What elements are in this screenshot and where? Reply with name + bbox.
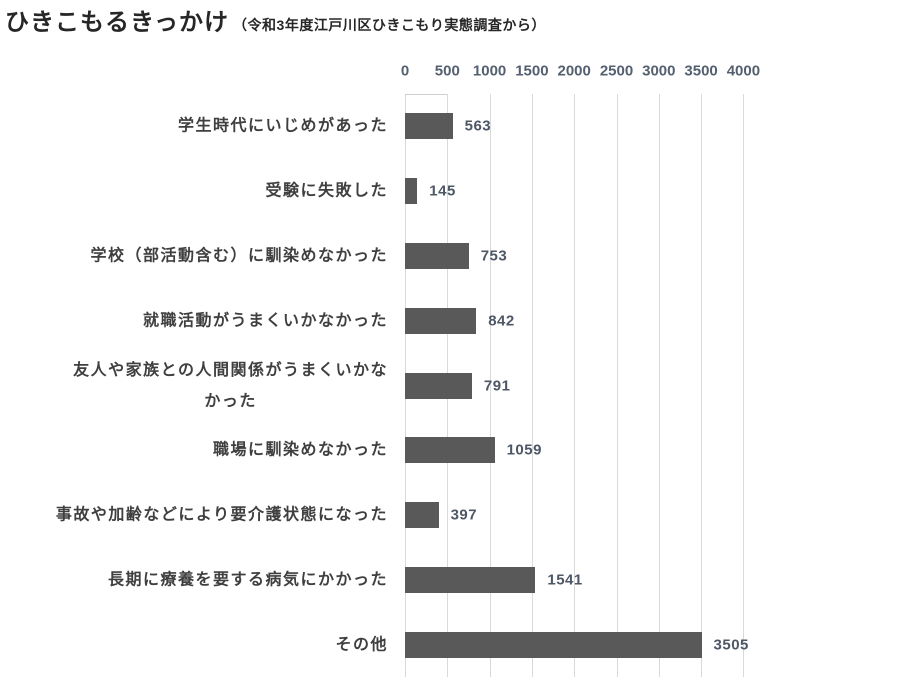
gridline — [701, 94, 703, 677]
chart-title: ひきこもるきっかけ — [5, 9, 230, 36]
chart-title-row: ひきこもるきっかけ （令和3年度江戸川区ひきこもり実態調査から） — [5, 2, 546, 37]
value-label: 563 — [464, 117, 492, 135]
category-label: 就職活動がうまくいかなかった — [142, 312, 388, 330]
category-label: 学校（部活動含む）に馴染めなかった — [90, 247, 388, 265]
bar — [405, 631, 702, 658]
gridline — [743, 94, 745, 677]
value-label: 397 — [450, 506, 478, 524]
value-label: 145 — [429, 182, 456, 200]
gridline — [574, 94, 576, 677]
gridline — [489, 94, 491, 677]
value-label: 842 — [488, 312, 515, 330]
value-label: 3505 — [713, 636, 749, 654]
value-label: 1059 — [506, 441, 542, 459]
value-label: 791 — [483, 377, 511, 394]
x-axis-tick-label: 0 — [400, 62, 410, 80]
axis-top-segment — [405, 94, 448, 95]
x-axis-tick-label: 2500 — [599, 62, 634, 80]
value-label: 753 — [480, 247, 508, 265]
category-label: 職場に馴染めなかった — [212, 441, 388, 459]
chart-subtitle: （令和3年度江戸川区ひきこもり実態調査から） — [233, 17, 546, 33]
gridline — [658, 94, 660, 677]
bar — [405, 307, 477, 334]
category-label: その他 — [335, 636, 388, 654]
x-axis-tick-label: 2000 — [557, 62, 591, 80]
category-label: 学生時代にいじめがあった — [177, 117, 388, 135]
category-label: 友人や家族との人間関係がうまくいかな かった — [73, 361, 388, 410]
x-axis-tick-label: 3500 — [684, 62, 718, 80]
bar — [405, 242, 469, 269]
x-axis-tick-label: 3000 — [642, 62, 676, 80]
bar — [405, 178, 418, 205]
x-axis-tick-label: 1000 — [472, 62, 507, 80]
category-label: 長期に療養を要する病気にかかった — [107, 571, 388, 589]
category-label: 事故や加齢などにより要介護状態になった — [55, 506, 388, 524]
bar — [405, 113, 453, 140]
value-label: 1541 — [547, 571, 583, 589]
gridline — [616, 94, 618, 677]
x-axis-tick-label: 4000 — [726, 62, 761, 80]
bar — [405, 502, 439, 529]
bar — [405, 437, 495, 464]
bar — [405, 566, 536, 593]
category-label: 受験に失敗した — [265, 182, 388, 200]
bar — [405, 372, 472, 399]
x-axis-tick-label: 1500 — [515, 62, 549, 80]
gridline — [531, 94, 533, 677]
x-axis-tick-label: 500 — [434, 62, 460, 80]
